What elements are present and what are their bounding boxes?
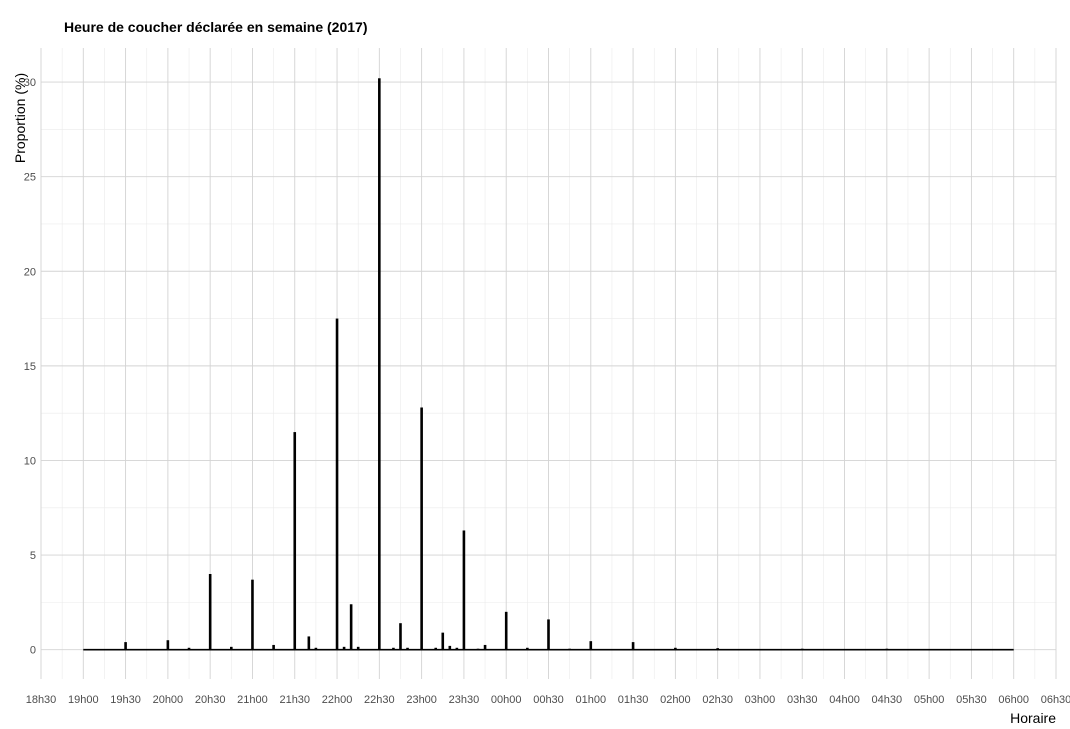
- x-tick-label: 05h30: [956, 694, 987, 706]
- bar: [230, 646, 233, 650]
- bar: [307, 636, 311, 650]
- x-axis-ticks: 18h30 19h00 19h30 20h00 20h30 21h00 21h30 22h00…: [26, 694, 1070, 706]
- bar: [455, 647, 459, 650]
- y-axis-ticks: 0 5 10 15 20 25 30: [24, 77, 36, 657]
- x-tick-label: 21h30: [279, 694, 310, 706]
- x-tick-label: 06h30: [1041, 694, 1070, 706]
- bar: [504, 611, 508, 650]
- x-tick-label: 06h00: [998, 694, 1029, 706]
- bar: [885, 648, 889, 650]
- bar: [547, 619, 550, 650]
- bar: [166, 640, 170, 650]
- bar: [356, 646, 360, 650]
- y-tick-label: 20: [24, 266, 36, 278]
- bar: [378, 78, 381, 650]
- bar: [448, 645, 452, 650]
- y-tick-label: 25: [24, 172, 36, 184]
- bar: [406, 647, 409, 650]
- bar: [124, 642, 127, 650]
- bar: [526, 647, 529, 650]
- x-tick-label: 05h00: [914, 694, 945, 706]
- x-tick-label: 04h00: [829, 694, 860, 706]
- bar: [342, 646, 346, 650]
- bar: [589, 641, 593, 650]
- x-tick-label: 03h30: [787, 694, 818, 706]
- y-tick-label: 15: [24, 361, 36, 373]
- x-tick-label: 23h00: [406, 694, 437, 706]
- bar: [800, 648, 804, 650]
- bar: [187, 647, 191, 650]
- bar: [208, 573, 212, 650]
- x-tick-label: 03h00: [745, 694, 776, 706]
- bar: [399, 623, 402, 650]
- x-tick-label: 01h30: [618, 694, 649, 706]
- x-tick-label: 22h00: [322, 694, 353, 706]
- y-tick-label: 0: [30, 645, 36, 657]
- x-tick-label: 22h30: [364, 694, 395, 706]
- bars: [83, 78, 1014, 651]
- bar: [251, 579, 254, 650]
- x-tick-label: 02h00: [660, 694, 691, 706]
- y-tick-label: 5: [30, 550, 36, 562]
- bar: [434, 647, 438, 650]
- x-tick-label: 18h30: [26, 694, 57, 706]
- x-tick-label: 00h00: [491, 694, 522, 706]
- x-tick-label: 19h30: [110, 694, 141, 706]
- y-tick-label: 10: [24, 455, 36, 467]
- bar: [462, 530, 466, 650]
- x-tick-label: 01h00: [575, 694, 606, 706]
- chart-title: Heure de coucher déclarée en semaine (20…: [64, 19, 367, 35]
- bar: [716, 648, 719, 650]
- x-tick-label: 20h30: [195, 694, 226, 706]
- bar: [392, 647, 395, 650]
- x-tick-label: 04h30: [872, 694, 903, 706]
- bar: [441, 632, 445, 650]
- bar: [476, 648, 480, 650]
- x-tick-label: 23h30: [449, 694, 480, 706]
- bar: [674, 647, 677, 650]
- bar: [314, 647, 318, 650]
- grid: [40, 48, 1057, 679]
- bar: [349, 604, 353, 650]
- x-tick-label: 19h00: [68, 694, 99, 706]
- x-tick-label: 21h00: [237, 694, 268, 706]
- x-tick-label: 00h30: [533, 694, 564, 706]
- bar: [293, 432, 297, 650]
- bar: [335, 318, 339, 650]
- y-axis-label: Proportion (%): [12, 73, 28, 163]
- x-tick-label: 20h00: [153, 694, 184, 706]
- bar: [420, 407, 423, 650]
- bar: [272, 644, 275, 650]
- y-tick-label: 30: [24, 77, 36, 89]
- bar: [568, 648, 571, 650]
- x-tick-label: 02h30: [702, 694, 733, 706]
- bar: [483, 644, 487, 650]
- bar: [631, 642, 635, 650]
- x-axis-label: Horaire: [1010, 710, 1056, 726]
